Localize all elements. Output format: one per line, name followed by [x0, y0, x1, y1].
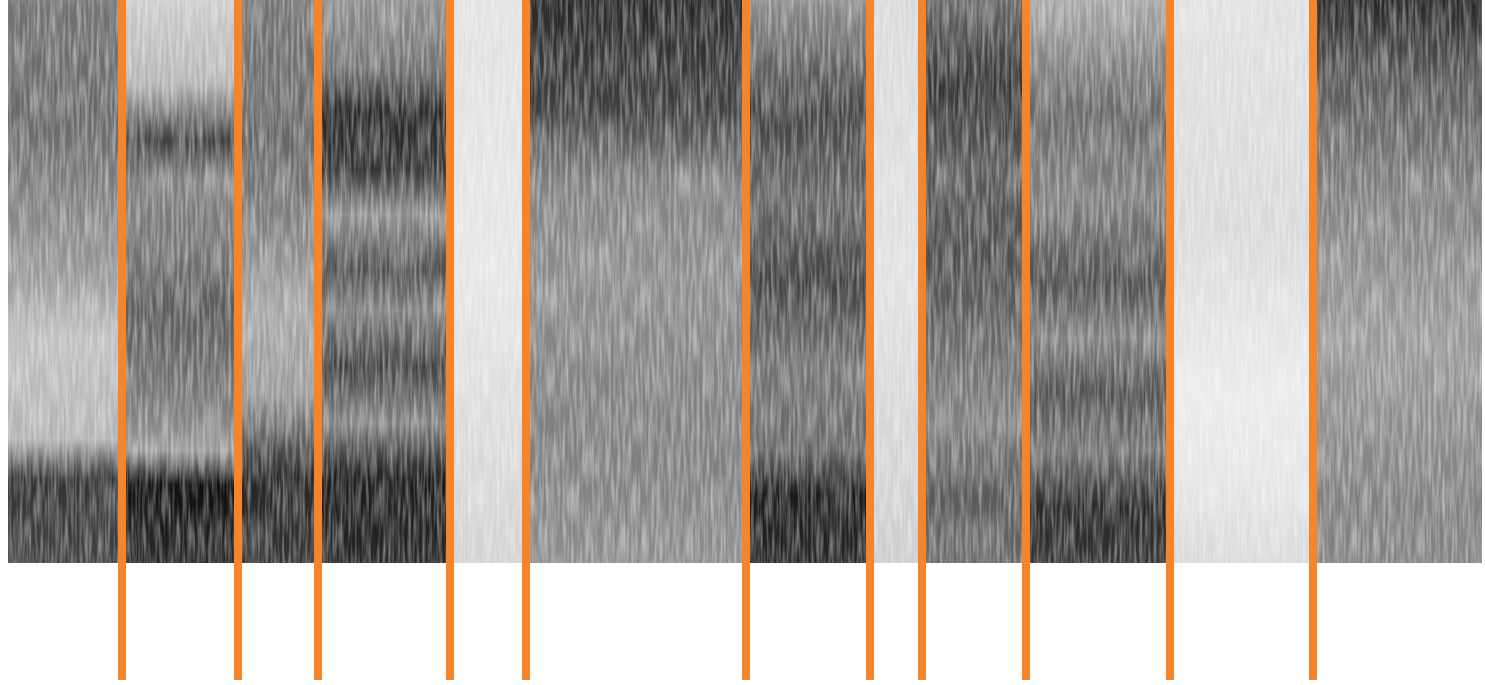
boundary-line [1309, 0, 1317, 680]
boundary-line [234, 0, 242, 680]
boundary-line [918, 0, 926, 680]
boundary-line [1166, 0, 1174, 680]
boundary-line [742, 0, 750, 680]
spectrogram-view [0, 0, 1485, 685]
boundary-line [866, 0, 874, 680]
boundary-line [314, 0, 322, 680]
boundary-line [446, 0, 454, 680]
boundary-line [118, 0, 126, 680]
boundary-line [1022, 0, 1030, 680]
boundary-line [522, 0, 530, 680]
page: (() => { const data = JSON.parse(documen… [0, 0, 1485, 685]
